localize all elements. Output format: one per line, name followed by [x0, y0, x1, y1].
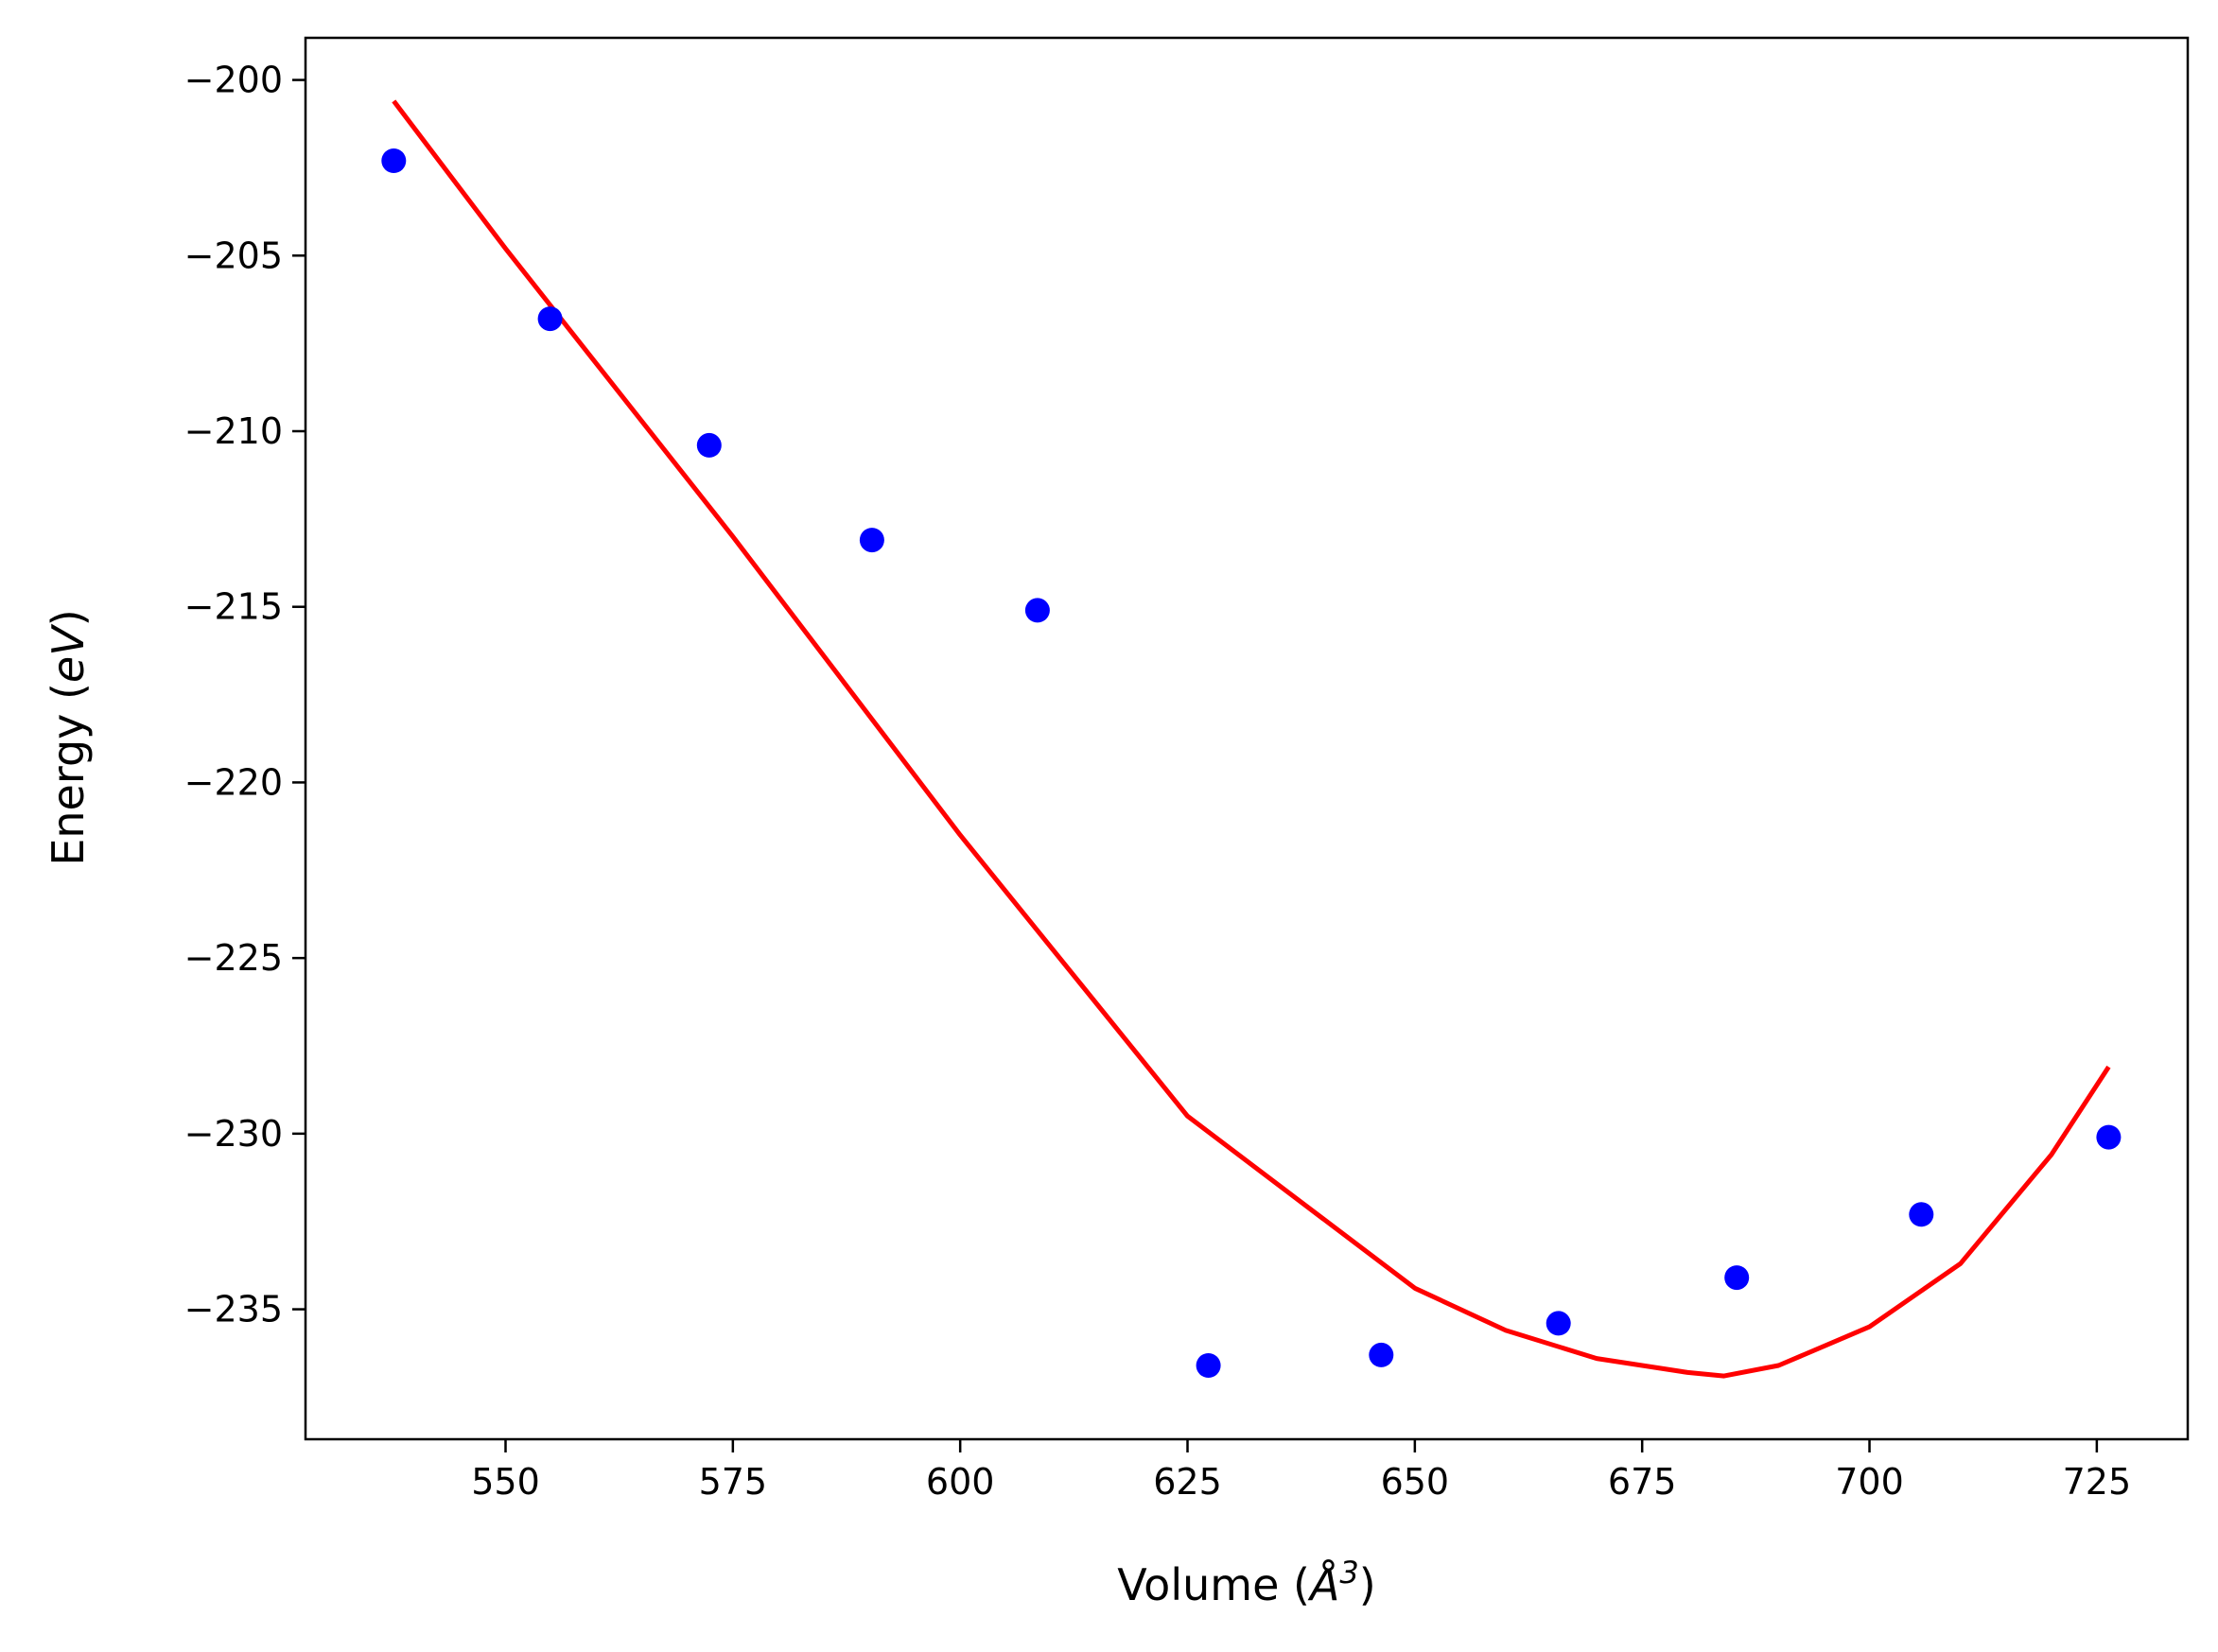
x-tick-label: 650	[1381, 1461, 1450, 1503]
data-point	[537, 306, 563, 332]
y-tick-label: −215	[184, 586, 283, 628]
y-tick-label: −230	[184, 1113, 283, 1155]
x-tick-label: 700	[1835, 1461, 1904, 1503]
fit-curve	[392, 99, 2111, 1379]
y-axis-label: Energy (eV)	[43, 609, 94, 865]
plot-frame	[304, 36, 2190, 1441]
y-axis: −200 −205 −210 −215 −220 −225 −230 −235	[184, 60, 306, 1330]
data-point	[1546, 1311, 1571, 1336]
x-tick-label: 725	[2063, 1461, 2132, 1503]
y-tick-label: −225	[184, 937, 283, 979]
data-point	[1369, 1342, 1394, 1367]
data-point	[1024, 598, 1050, 623]
data-point	[1909, 1202, 1934, 1227]
y-tick-label: −210	[184, 410, 283, 452]
data-point	[696, 432, 722, 458]
x-axis-label: Volume (Å3)	[1117, 1555, 1375, 1610]
x-tick-label: 575	[699, 1461, 768, 1503]
y-tick-label: −220	[184, 761, 283, 803]
x-tick-label: 600	[926, 1461, 995, 1503]
x-tick-label: 675	[1608, 1461, 1677, 1503]
plot-content	[381, 99, 2122, 1379]
y-tick-label: −205	[184, 235, 283, 276]
data-point	[859, 528, 884, 553]
data-point	[2096, 1124, 2122, 1150]
y-tick-label: −235	[184, 1289, 283, 1330]
data-point	[1196, 1353, 1221, 1378]
y-tick-label: −200	[184, 60, 283, 101]
data-point	[1724, 1265, 1750, 1291]
data-point	[381, 148, 407, 173]
x-tick-label: 625	[1153, 1461, 1222, 1503]
x-tick-label: 550	[471, 1461, 540, 1503]
x-axis: 550 575 600 625 650 675 700 725	[471, 1439, 2131, 1503]
